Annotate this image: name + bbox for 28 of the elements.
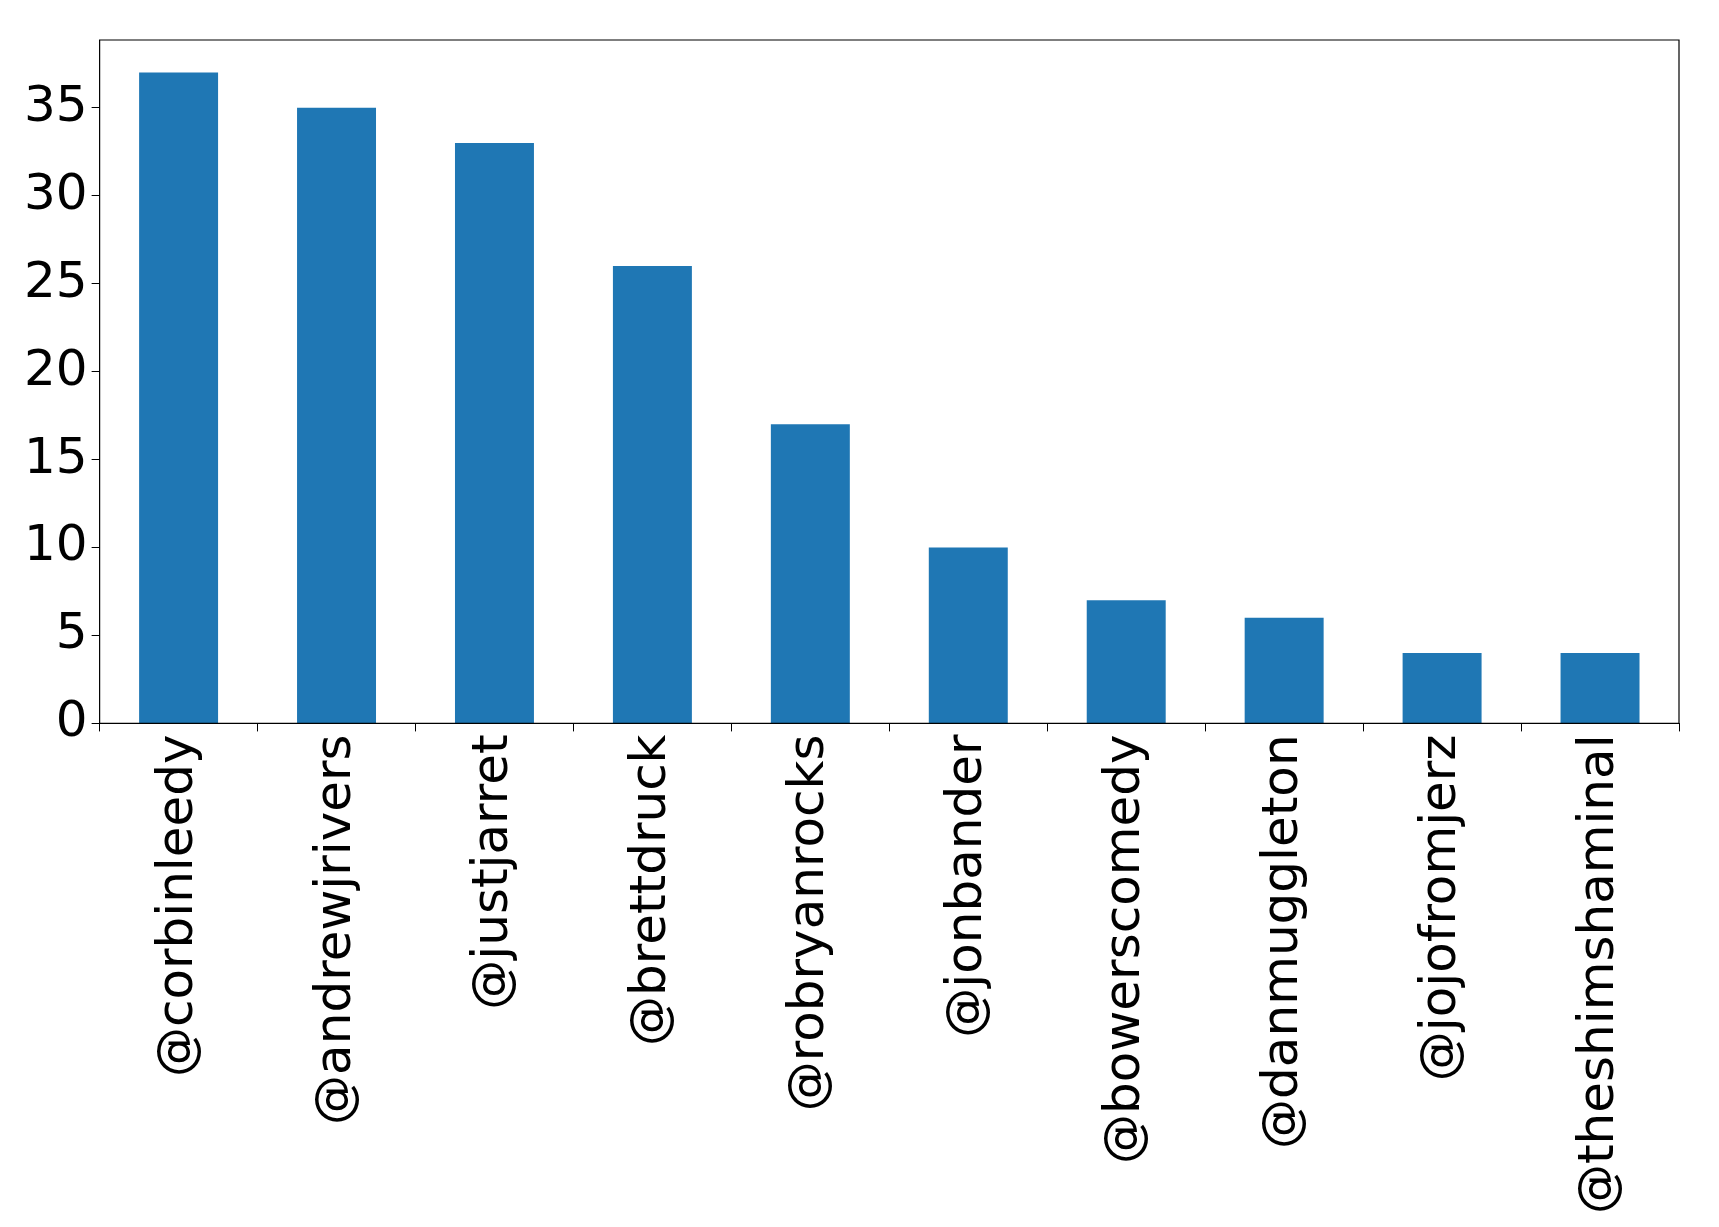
y-tick-label: 5 (55, 602, 88, 661)
x-tick-label: @theshimshaminal (1567, 734, 1626, 1214)
x-tick-label: @robryanrocks (777, 734, 836, 1112)
bar (612, 266, 692, 723)
bar (770, 424, 850, 723)
y-tick-label: 35 (24, 74, 88, 133)
x-tick-label: @andrewjrivers (303, 734, 362, 1125)
x-tick-label: @brettdruck (619, 734, 678, 1047)
bar (139, 72, 219, 723)
bar (1086, 600, 1166, 723)
x-tick-label: @justjarret (461, 734, 520, 1010)
y-tick-label: 20 (24, 338, 88, 397)
bar (454, 142, 534, 723)
x-tick-label: @jojofromjerz (1409, 734, 1468, 1082)
bar (1560, 653, 1640, 723)
y-tick-label: 30 (24, 162, 88, 221)
y-tick-label: 15 (24, 426, 88, 485)
x-tick-label: @jonbander (935, 733, 994, 1038)
x-tick-label: @bowerscomedy (1093, 734, 1152, 1164)
y-tick-label: 10 (24, 514, 88, 573)
bar (1402, 653, 1482, 723)
bar (297, 107, 377, 723)
y-tick-label: 0 (55, 690, 88, 749)
bar (928, 547, 1008, 723)
bar (1244, 617, 1324, 723)
x-tick-label: @danmuggleton (1251, 734, 1310, 1149)
y-tick-label: 25 (24, 250, 88, 309)
x-tick-label: @corbinleedy (145, 734, 204, 1078)
